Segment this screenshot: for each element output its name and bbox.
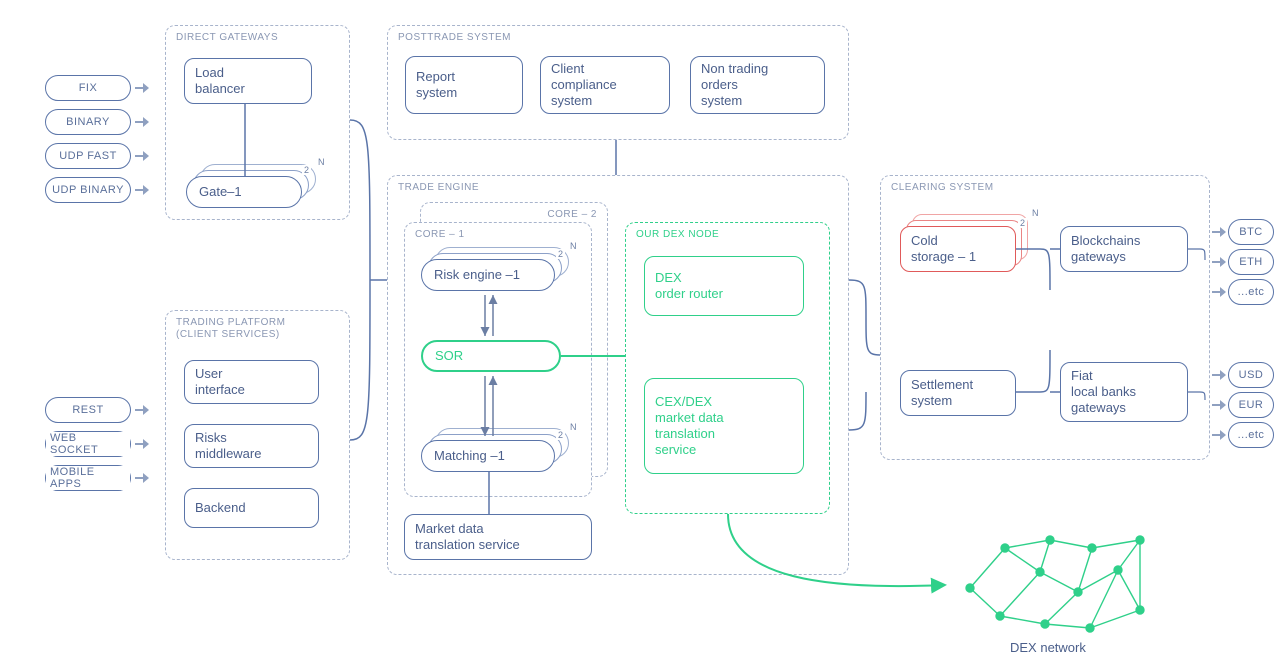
pill-etc2: ...etc <box>1228 422 1274 448</box>
pill-rest: REST <box>45 397 131 423</box>
node-risks-mw: Risks middleware <box>184 424 319 468</box>
arrow-icon <box>1212 227 1226 237</box>
group-label: POSTTRADE SYSTEM <box>398 32 511 43</box>
node-ui: User interface <box>184 360 319 404</box>
arrow-icon <box>1212 287 1226 297</box>
node-load-balancer: Load balancer <box>184 58 312 104</box>
dex-network-label: DEX network <box>1010 640 1086 655</box>
node-report: Report system <box>405 56 523 114</box>
arrow-icon <box>135 151 149 161</box>
badge-n: N <box>316 157 327 167</box>
node-compliance: Client compliance system <box>540 56 670 114</box>
node-cold-storage: Cold storage – 1 <box>900 226 1016 272</box>
pill-binary: BINARY <box>45 109 131 135</box>
group-label: CORE – 1 <box>415 229 465 240</box>
node-sor: SOR <box>421 340 561 372</box>
node-risk-engine: Risk engine –1 <box>421 259 555 291</box>
node-settlement: Settlement system <box>900 370 1016 416</box>
arrow-icon <box>1212 430 1226 440</box>
node-gate1: Gate–1 <box>186 176 302 208</box>
badge-2: 2 <box>556 430 565 440</box>
badge-2: 2 <box>302 165 311 175</box>
arrow-icon <box>135 83 149 93</box>
group-label: CORE – 2 <box>547 209 597 220</box>
pill-eur: EUR <box>1228 392 1274 418</box>
arrow-icon <box>135 117 149 127</box>
group-label: TRADING PLATFORM (CLIENT SERVICES) <box>176 317 285 341</box>
pill-websocket: WEB SOCKET <box>45 431 131 457</box>
node-nontrading: Non trading orders system <box>690 56 825 114</box>
pill-fix: FIX <box>45 75 131 101</box>
badge-n: N <box>568 422 579 432</box>
pill-etc1: ...etc <box>1228 279 1274 305</box>
group-label: CLEARING SYSTEM <box>891 182 994 193</box>
group-label: TRADE ENGINE <box>398 182 479 193</box>
arrow-icon <box>1212 257 1226 267</box>
arrow-icon <box>1212 370 1226 380</box>
node-matching: Matching –1 <box>421 440 555 472</box>
node-dex-router: DEX order router <box>644 256 804 316</box>
node-market-data: Market data translation service <box>404 514 592 560</box>
badge-n: N <box>568 241 579 251</box>
pill-udpbinary: UDP BINARY <box>45 177 131 203</box>
node-fiat-gw: Fiat local banks gateways <box>1060 362 1188 422</box>
badge-n: N <box>1030 208 1041 218</box>
arrow-icon <box>135 185 149 195</box>
group-label: DIRECT GATEWAYS <box>176 32 278 43</box>
node-backend: Backend <box>184 488 319 528</box>
badge-2: 2 <box>556 249 565 259</box>
pill-eth: ETH <box>1228 249 1274 275</box>
pill-btc: BTC <box>1228 219 1274 245</box>
group-label: OUR DEX NODE <box>636 229 719 240</box>
pill-udpfast: UDP FAST <box>45 143 131 169</box>
node-blockchains-gw: Blockchains gateways <box>1060 226 1188 272</box>
arrow-icon <box>1212 400 1226 410</box>
badge-2: 2 <box>1018 218 1027 228</box>
node-cexdex: CEX/DEX market data translation service <box>644 378 804 474</box>
arrow-icon <box>135 405 149 415</box>
arrow-icon <box>135 439 149 449</box>
pill-mobile: MOBILE APPS <box>45 465 131 491</box>
arrow-icon <box>135 473 149 483</box>
pill-usd: USD <box>1228 362 1274 388</box>
